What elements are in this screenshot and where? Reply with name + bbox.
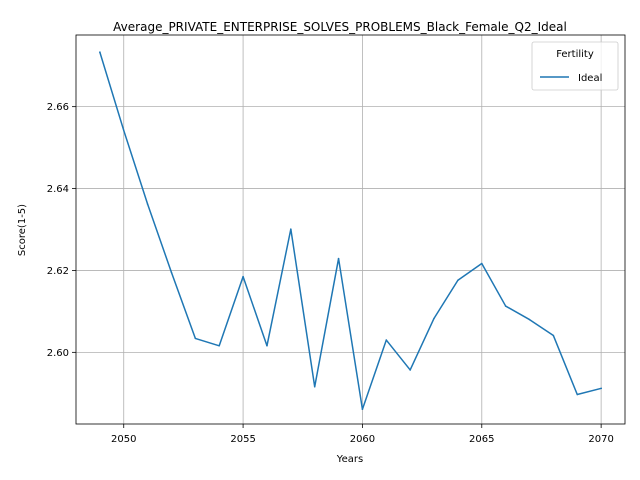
data-point: [266, 345, 268, 347]
data-point: [337, 257, 340, 260]
data-point: [99, 51, 101, 53]
legend-title: Fertility: [556, 49, 594, 60]
legend: Fertility Ideal: [531, 41, 619, 91]
data-point: [242, 275, 244, 278]
y-tick-label: 2.60: [47, 348, 69, 359]
x-tick-label: 2065: [469, 434, 494, 445]
data-point: [218, 345, 220, 347]
data-point: [433, 317, 435, 320]
data-point: [146, 203, 149, 205]
data-point: [122, 129, 125, 132]
data-point: [576, 393, 579, 396]
data-point: [409, 369, 411, 371]
series-lines: [98, 51, 603, 411]
data-point: [170, 271, 173, 274]
x-axis-label: Years: [336, 454, 363, 465]
data-point: [504, 305, 507, 307]
y-axis-label: Score(1-5): [17, 204, 28, 256]
y-tick-label: 2.66: [47, 102, 69, 113]
y-tick-label: 2.64: [47, 184, 69, 195]
legend-label-ideal: Ideal: [578, 73, 602, 84]
x-tick-label: 2060: [350, 434, 375, 445]
data-point: [552, 334, 555, 337]
x-tick-label: 2070: [588, 434, 613, 445]
chart-title: Average_PRIVATE_ENTERPRISE_SOLVES_PROBLE…: [113, 20, 567, 34]
data-point: [528, 318, 531, 321]
data-point: [290, 228, 292, 230]
series-line-ideal: [98, 51, 603, 411]
plot-area-frame: [75, 34, 626, 425]
data-point: [385, 339, 388, 341]
x-tick-label: 2050: [111, 434, 136, 445]
y-tick-label: 2.62: [47, 266, 69, 277]
x-tick-label: 2055: [230, 434, 255, 445]
data-point: [194, 337, 197, 340]
data-point: [600, 387, 602, 390]
grid-lines: [76, 35, 625, 424]
data-point: [361, 408, 364, 411]
data-point: [313, 385, 316, 388]
data-point: [481, 262, 483, 265]
data-point: [457, 279, 459, 282]
legend-box: [531, 41, 619, 91]
x-axis-ticks: 2050 2055 2060 2065 2070: [111, 424, 614, 445]
y-axis-ticks: 2.60 2.62 2.64 2.66: [47, 102, 76, 359]
